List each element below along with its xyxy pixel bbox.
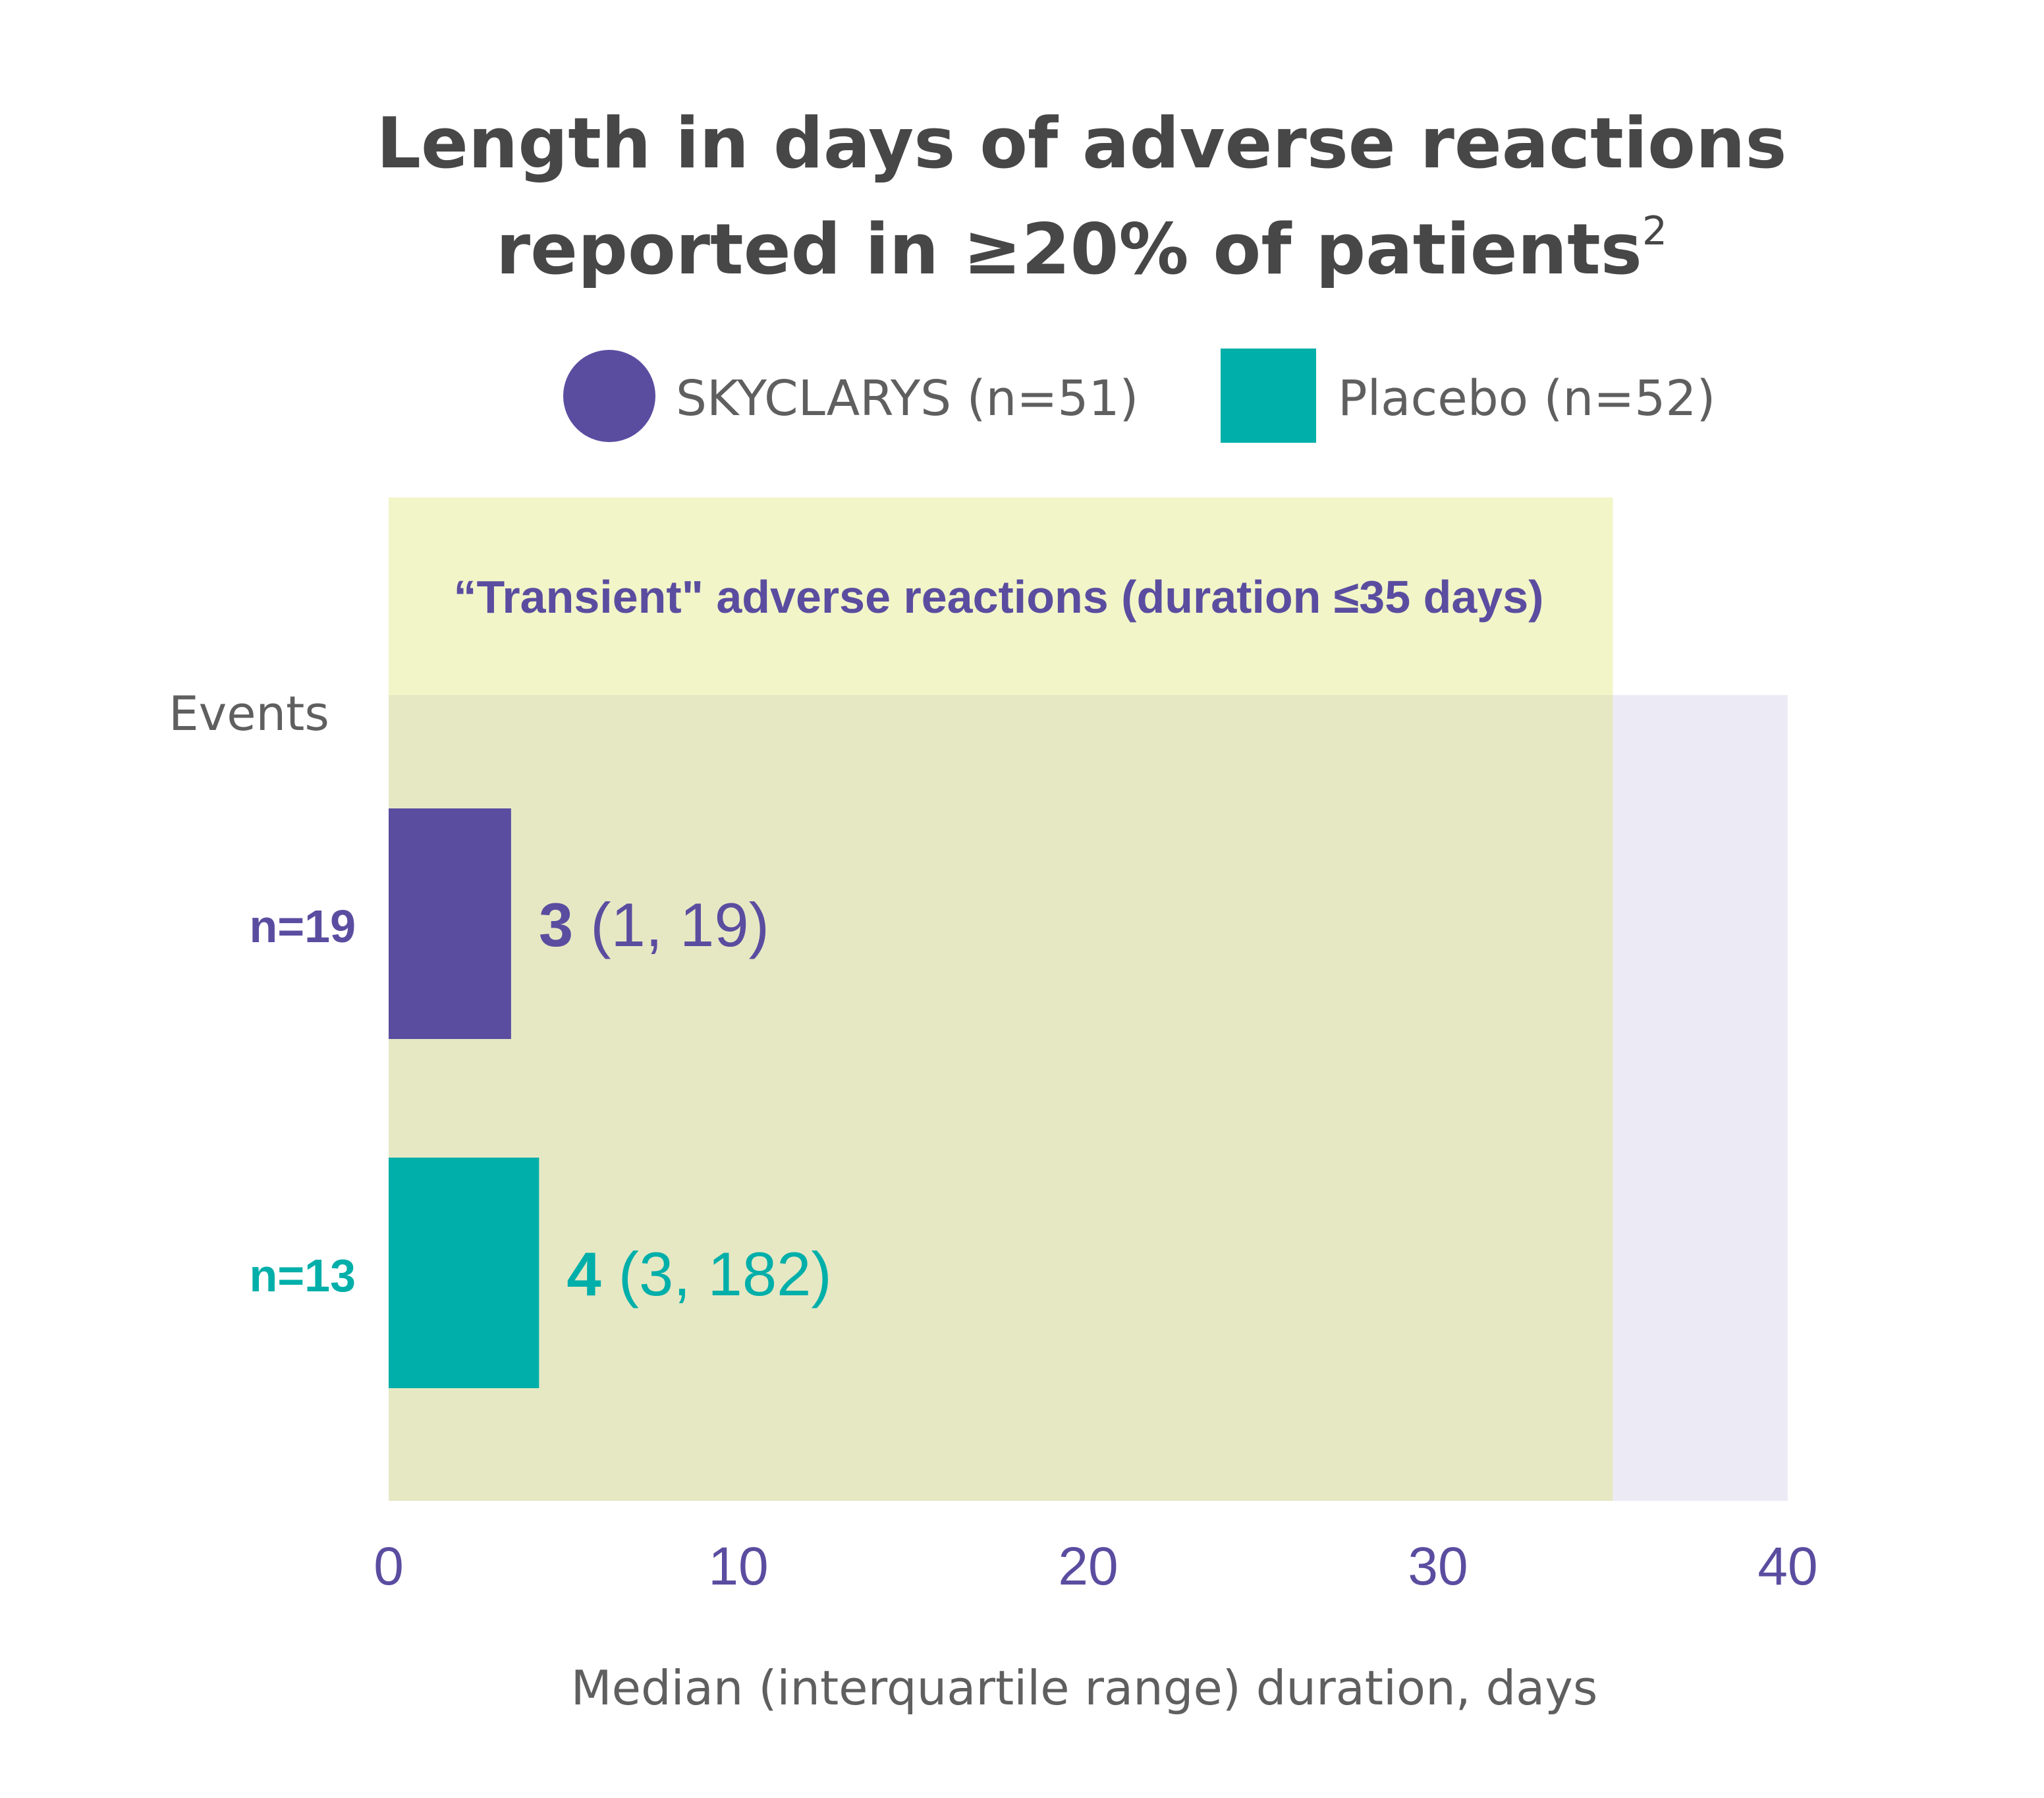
bars (389, 808, 539, 1388)
legend-marker-placebo (1221, 349, 1316, 443)
row-labels: n=19 3 (1, 19) n=13 4 (3, 182) (250, 890, 832, 1308)
chart-title-line2: reported in ≥20% of patients2 (496, 208, 1667, 290)
transient-region (389, 695, 1613, 1501)
x-axis-label: Median (interquartile range) duration, d… (571, 1660, 1598, 1716)
x-tick-label: 40 (1757, 1536, 1817, 1596)
events-label-placebo: n=13 (250, 1250, 356, 1301)
iqr-value: (3, 182) (601, 1239, 832, 1308)
legend-marker-skyclarys (563, 350, 655, 442)
events-label-skyclarys: n=19 (250, 901, 356, 952)
transient-region-header (389, 497, 1613, 695)
chart-title-line1: Length in days of adverse reactions (376, 103, 1786, 184)
value-label-skyclarys: 3 (1, 19) (539, 890, 769, 959)
x-tick-label: 20 (1058, 1536, 1118, 1596)
x-tick-label: 0 (373, 1536, 404, 1596)
value-label-placebo: 4 (3, 182) (566, 1239, 831, 1308)
legend-label-placebo: Placebo (n=52) (1338, 370, 1715, 427)
x-axis-ticks: 0 10 20 30 40 (373, 1536, 1817, 1596)
transient-region-label: “Transient" adverse reactions (duration … (454, 571, 1544, 623)
bar-placebo (389, 1158, 539, 1388)
plot-area (389, 497, 1788, 1501)
bar-skyclarys (389, 808, 511, 1039)
legend-label-skyclarys: SKYCLARYS (n=51) (676, 370, 1138, 427)
events-header: Events (169, 686, 329, 741)
x-tick-label: 10 (708, 1536, 768, 1596)
legend: SKYCLARYS (n=51) Placebo (n=52) (563, 349, 1715, 443)
iqr-value: (1, 19) (573, 890, 769, 959)
median-value: 4 (566, 1239, 601, 1308)
x-tick-label: 30 (1408, 1536, 1468, 1596)
chart-title-line2-text: reported in ≥20% of patients (496, 209, 1642, 290)
chart-title-superscript: 2 (1642, 208, 1667, 254)
median-value: 3 (539, 890, 573, 959)
